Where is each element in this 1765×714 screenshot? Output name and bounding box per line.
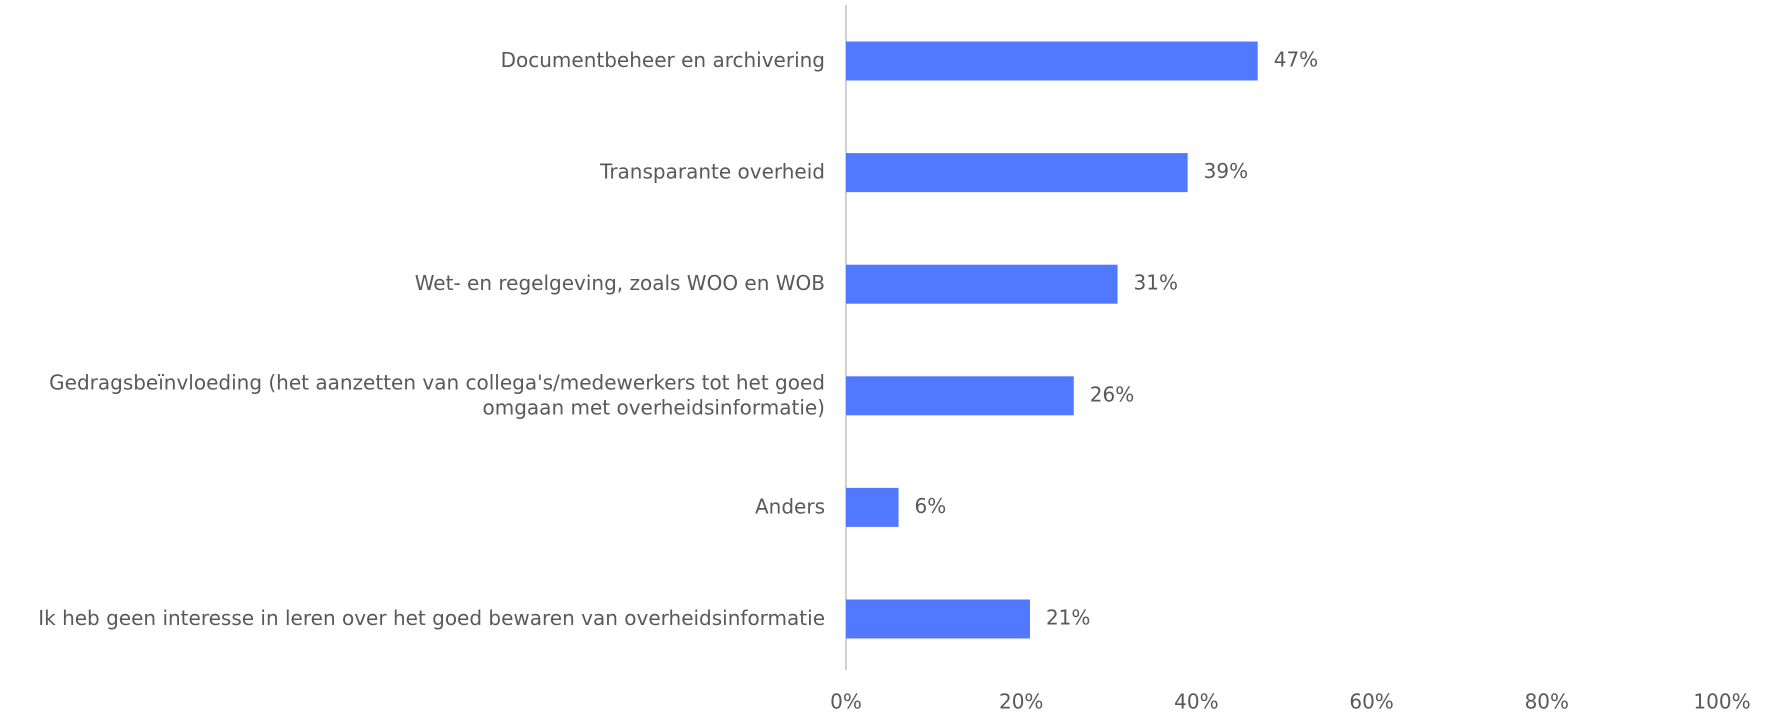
x-tick-label: 80% bbox=[1525, 690, 1569, 714]
bar bbox=[846, 41, 1258, 81]
bar bbox=[846, 599, 1030, 639]
value-label: 26% bbox=[1090, 382, 1134, 406]
x-tick-label: 100% bbox=[1693, 690, 1750, 714]
category-label: Anders bbox=[755, 494, 825, 518]
category-label: Ik heb geen interesse in leren over het … bbox=[38, 606, 825, 630]
bar bbox=[846, 153, 1188, 193]
value-label: 31% bbox=[1134, 271, 1178, 295]
value-label: 47% bbox=[1274, 48, 1318, 72]
bar bbox=[846, 264, 1118, 304]
category-label: Documentbeheer en archivering bbox=[501, 48, 825, 72]
x-tick-label: 40% bbox=[1174, 690, 1218, 714]
value-label: 21% bbox=[1046, 606, 1090, 630]
x-tick-label: 20% bbox=[999, 690, 1043, 714]
category-label: Gedragsbeïnvloeding (het aanzetten van c… bbox=[49, 370, 825, 419]
x-tick-label: 60% bbox=[1349, 690, 1393, 714]
category-label: Transparante overheid bbox=[599, 159, 825, 183]
category-label: Wet- en regelgeving, zoals WOO en WOB bbox=[415, 271, 825, 295]
value-label: 6% bbox=[915, 494, 947, 518]
bar bbox=[846, 376, 1074, 416]
value-label: 39% bbox=[1204, 159, 1248, 183]
x-tick-label: 0% bbox=[830, 690, 862, 714]
bar bbox=[846, 487, 899, 527]
